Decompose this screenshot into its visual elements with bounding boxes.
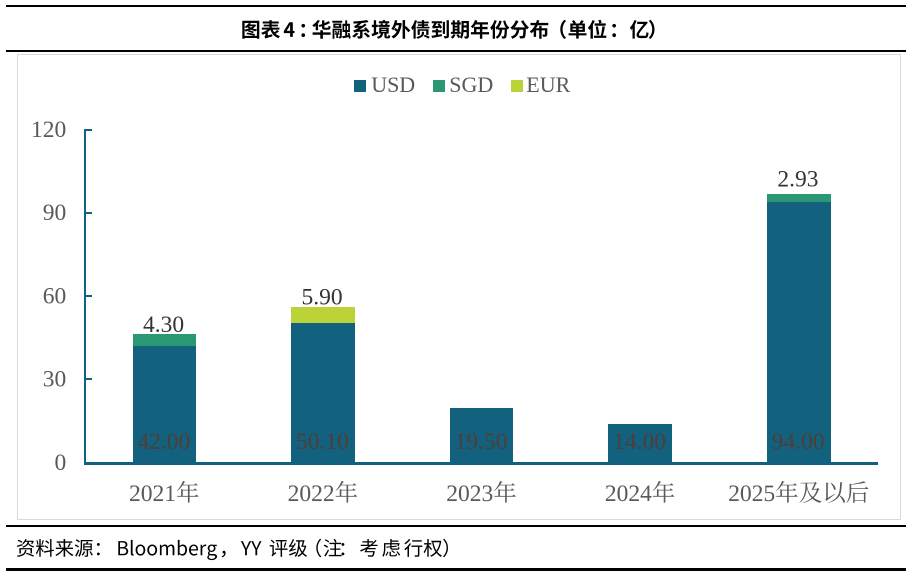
svg-text:120: 120 bbox=[31, 117, 66, 143]
svg-text:50.10: 50.10 bbox=[296, 429, 349, 455]
svg-text:90: 90 bbox=[43, 200, 67, 226]
svg-text:2.93: 2.93 bbox=[777, 167, 818, 193]
svg-text:30: 30 bbox=[43, 367, 67, 393]
svg-text:5.90: 5.90 bbox=[302, 285, 343, 311]
svg-text:19.50: 19.50 bbox=[455, 429, 508, 455]
svg-text:USD: USD bbox=[371, 72, 415, 97]
svg-text:60: 60 bbox=[43, 283, 67, 309]
svg-text:42.00: 42.00 bbox=[137, 429, 190, 455]
svg-text:4.30: 4.30 bbox=[143, 312, 184, 338]
svg-text:0: 0 bbox=[55, 450, 67, 476]
svg-text:94.00: 94.00 bbox=[772, 429, 825, 455]
svg-text:14.00: 14.00 bbox=[613, 429, 666, 455]
svg-text:SGD: SGD bbox=[449, 72, 493, 97]
svg-text:EUR: EUR bbox=[526, 72, 570, 97]
